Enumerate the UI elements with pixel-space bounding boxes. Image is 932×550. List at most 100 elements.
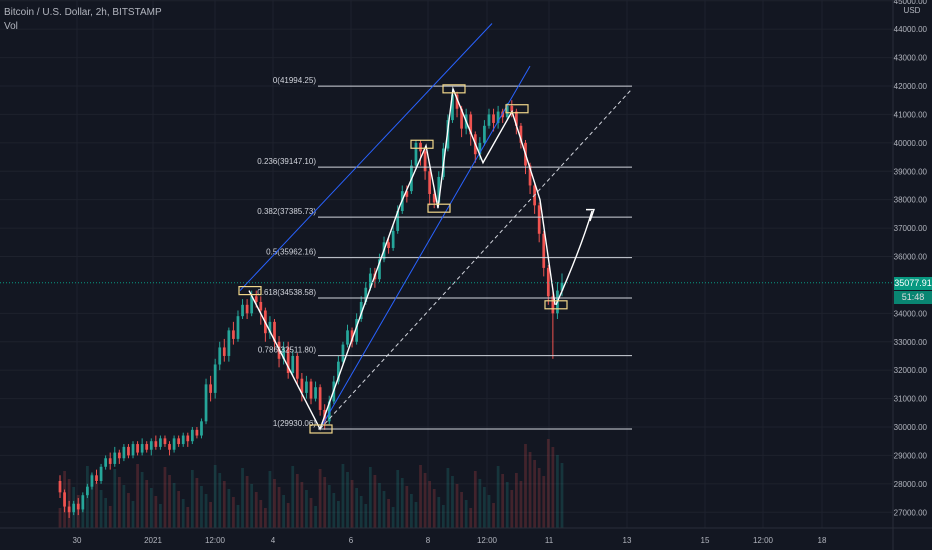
x-tick-label: 8	[426, 536, 431, 545]
candle-body	[519, 125, 523, 143]
candle-body	[505, 105, 509, 118]
volume-bar	[556, 455, 559, 528]
candle-body	[501, 111, 505, 118]
volume-indicator-label[interactable]: Vol	[4, 21, 18, 32]
candle-body	[337, 361, 340, 382]
volume-bar	[131, 501, 135, 528]
candle-body	[200, 421, 203, 436]
candle-body	[478, 142, 482, 155]
candle-body	[181, 435, 185, 445]
volume-bar	[396, 470, 400, 528]
x-tick-label: 2021	[144, 536, 162, 545]
volume-bar	[190, 470, 194, 528]
volume-bar	[291, 466, 295, 528]
volume-bar	[423, 473, 427, 528]
fib-level-label: 1(29930.06)	[273, 419, 316, 428]
volume-bar	[382, 491, 386, 528]
y-tick-label: 43000.00	[894, 54, 928, 63]
volume-bar	[286, 503, 290, 528]
volume-bar	[245, 476, 249, 528]
x-tick-label: 15	[701, 536, 710, 545]
candle-body	[154, 441, 158, 447]
candle-body	[190, 429, 194, 442]
candle-body	[163, 438, 167, 445]
fib-level-label: 0.786(32511.80)	[258, 346, 316, 355]
pattern-marker	[410, 139, 434, 149]
volume-bar	[514, 473, 518, 528]
y-tick-label: 40000.00	[894, 139, 928, 148]
y-tick-label: 27000.00	[894, 508, 928, 517]
candle-body	[95, 475, 98, 481]
projection-arrowhead	[586, 208, 595, 222]
volume-bar	[414, 502, 418, 528]
currency-label: USD	[904, 6, 921, 15]
candle-body	[364, 287, 368, 302]
candle-body	[423, 151, 427, 172]
volume-bar	[232, 497, 235, 528]
candle-body	[218, 347, 222, 365]
volume-bar	[236, 505, 240, 528]
candle-body	[245, 304, 249, 314]
volume-bar	[368, 467, 372, 528]
channel-upper-line	[239, 23, 493, 291]
volume-bar	[159, 504, 162, 528]
candle-body	[419, 142, 422, 152]
volume-bar	[451, 476, 454, 528]
candle-body	[469, 114, 473, 135]
symbol-title[interactable]: Bitcoin / U.S. Dollar, 2h, BITSTAMP	[4, 7, 162, 18]
x-tick-label: 4	[271, 536, 276, 545]
candle-body	[483, 125, 486, 143]
volume-bar	[181, 499, 185, 528]
candle-body	[282, 347, 285, 359]
volume-bar	[533, 460, 536, 528]
volume-bar	[204, 494, 208, 528]
y-tick-label: 42000.00	[894, 82, 928, 91]
volume-bar	[241, 468, 244, 528]
volume-bar	[437, 497, 441, 528]
volume-bar	[364, 504, 368, 528]
candle-body	[378, 259, 381, 280]
volume-bar	[560, 463, 564, 528]
x-tick-label: 6	[349, 536, 354, 545]
volume-bar	[254, 492, 258, 528]
candle-body	[528, 165, 532, 186]
volume-bar	[113, 469, 117, 528]
pattern-marker	[309, 424, 333, 434]
candle-body	[108, 458, 112, 464]
volume-bar	[355, 488, 359, 528]
volume-bar	[168, 475, 171, 528]
pattern-path	[248, 86, 556, 431]
candle-body	[487, 114, 491, 126]
candle-body	[159, 438, 162, 447]
candle-body	[387, 242, 390, 248]
candle-body	[104, 458, 108, 467]
pattern-marker	[442, 84, 466, 94]
candle-body	[551, 296, 555, 314]
volume-bar	[140, 472, 144, 528]
candle-body	[368, 273, 372, 288]
candle-body	[432, 193, 436, 203]
candle-body	[86, 486, 89, 496]
candle-body	[186, 435, 190, 442]
volume-bar	[250, 484, 254, 528]
candle-body	[300, 378, 304, 393]
volume-bar	[318, 469, 322, 528]
x-tick-label: 12:00	[205, 536, 226, 545]
y-tick-label: 28000.00	[894, 480, 928, 489]
current-price-tag: 35077.91	[894, 277, 932, 290]
candle-body	[273, 321, 276, 342]
candle-body	[99, 466, 103, 481]
volume-bar	[464, 500, 468, 528]
volume-bar	[455, 484, 459, 528]
y-tick-label: 30000.00	[894, 423, 928, 432]
volume-bar	[127, 493, 130, 528]
candle-body	[213, 364, 217, 393]
volume-bar	[213, 465, 217, 528]
candle-body	[149, 441, 153, 450]
volume-bar	[305, 490, 308, 528]
volume-bar	[95, 482, 98, 528]
candle-body	[177, 438, 181, 445]
candle-body	[227, 330, 231, 356]
fib-level-label: 0.382(37385.73)	[257, 207, 316, 216]
